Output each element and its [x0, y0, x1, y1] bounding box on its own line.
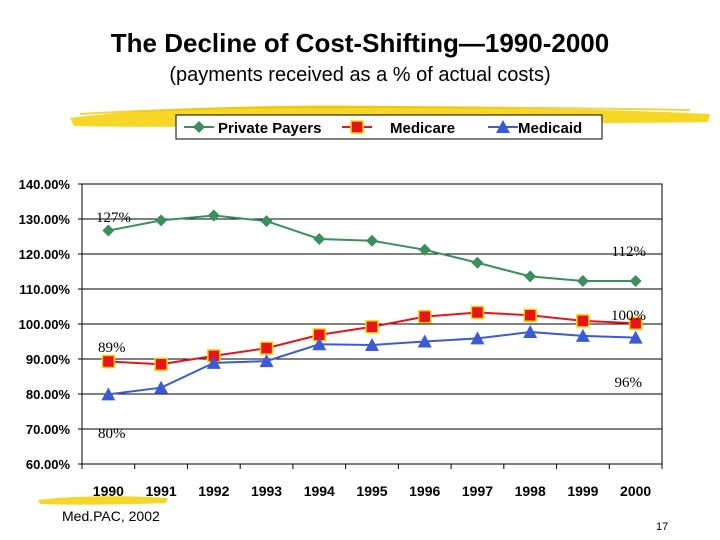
data-point-medicaid: [365, 338, 379, 351]
x-tick-label: 1993: [251, 483, 282, 499]
x-tick-label: 1990: [93, 483, 124, 499]
y-tick-label: 140.00%: [19, 177, 71, 192]
source-note: Med.PAC, 2002: [62, 508, 160, 524]
data-point-medicare: [628, 316, 643, 331]
data-point-medicare: [523, 308, 537, 322]
x-tick-label: 1994: [304, 483, 335, 499]
legend-label-private-payers: Private Payers: [218, 120, 321, 137]
data-point-private-payers: [576, 274, 589, 287]
data-point-private-payers: [207, 209, 220, 222]
data-point-private-payers: [366, 234, 378, 247]
legend-label-medicaid: Medicaid: [518, 120, 582, 137]
page-title: The Decline of Cost-Shifting—1990-2000: [110, 28, 610, 58]
y-tick-label: 70.00%: [26, 422, 71, 437]
x-tick-label: 1998: [515, 483, 546, 499]
data-point-medicare: [417, 309, 432, 324]
data-point-medicare: [365, 320, 379, 334]
data-point-medicaid: [312, 337, 327, 351]
data-label: 96%: [615, 375, 643, 391]
y-tick-label: 90.00%: [26, 352, 71, 367]
y-tick-label: 60.00%: [26, 457, 71, 472]
data-label: 80%: [98, 426, 126, 442]
y-tick-label: 130.00%: [19, 212, 71, 227]
x-tick-label: 1992: [198, 483, 229, 499]
data-point-medicare: [470, 305, 485, 320]
x-tick-label: 1999: [567, 483, 598, 499]
data-point-private-payers: [524, 270, 537, 283]
data-point-private-payers: [418, 243, 431, 256]
data-point-private-payers: [629, 274, 642, 287]
y-tick-label: 110.00%: [19, 282, 70, 297]
data-label: 89%: [98, 340, 126, 356]
x-tick-label: 2000: [620, 483, 651, 499]
data-point-medicaid: [417, 334, 432, 348]
data-point-medicaid: [575, 328, 590, 342]
legend-label-medicare: Medicare: [390, 120, 455, 137]
legend-marker-medicaid: [496, 120, 510, 133]
data-point-medicare: [101, 354, 116, 369]
y-tick-label: 80.00%: [26, 387, 71, 402]
data-label: 100%: [611, 308, 646, 324]
legend-marker-medicare: [350, 120, 364, 134]
data-point-medicare: [154, 357, 168, 371]
data-point-private-payers: [471, 256, 484, 269]
x-tick-label: 1997: [462, 483, 493, 499]
data-point-private-payers: [313, 232, 326, 245]
data-point-medicaid: [154, 380, 169, 394]
data-point-medicaid: [523, 325, 538, 339]
page-number: 17: [656, 521, 669, 533]
x-tick-label: 1991: [146, 483, 177, 499]
x-tick-label: 1996: [409, 483, 440, 499]
y-tick-label: 120.00%: [19, 247, 71, 262]
page-subtitle: (payments received as a % of actual cost…: [169, 64, 551, 86]
data-point-medicaid: [470, 331, 485, 345]
data-point-private-payers: [260, 215, 273, 228]
data-point-private-payers: [102, 224, 115, 237]
data-point-medicaid: [101, 387, 116, 401]
data-point-medicaid: [206, 355, 221, 369]
y-tick-label: 100.00%: [19, 317, 71, 332]
data-point-medicaid: [628, 330, 643, 344]
data-point-medicare: [576, 314, 590, 328]
data-label: 127%: [96, 210, 131, 226]
x-tick-label: 1995: [356, 483, 387, 499]
data-point-private-payers: [155, 214, 168, 227]
data-label: 112%: [612, 244, 646, 260]
legend-box: [175, 114, 603, 140]
legend-marker-private-payers: [193, 121, 205, 133]
data-point-medicaid: [259, 354, 274, 368]
data-point-medicare: [259, 341, 274, 355]
